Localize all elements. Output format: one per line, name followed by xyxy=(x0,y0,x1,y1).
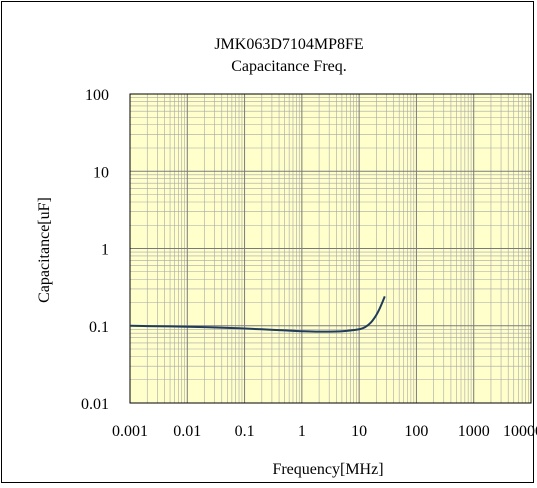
y-axis-label: Capacitance[uF] xyxy=(36,197,53,303)
capacitance-series-line xyxy=(129,296,386,333)
y-tick-label: 1 xyxy=(101,242,109,259)
x-tick-label: 100 xyxy=(404,423,428,440)
y-tick-label: 10 xyxy=(93,164,109,181)
x-tick-label: 10000 xyxy=(503,423,537,440)
x-tick-label: 0.1 xyxy=(235,423,255,440)
y-tick-label: 100 xyxy=(85,87,109,104)
y-tick-label: 0.01 xyxy=(81,396,109,413)
chart-title: JMK063D7104MP8FE xyxy=(214,36,363,53)
series-layer xyxy=(129,296,386,333)
x-tick-label: 10 xyxy=(351,423,367,440)
x-tick-label: 1 xyxy=(298,423,306,440)
y-tick-label: 0.1 xyxy=(89,319,109,336)
chart-subtitle: Capacitance Freq. xyxy=(231,58,347,75)
x-tick-label: 0.01 xyxy=(173,423,201,440)
plot-border xyxy=(129,93,532,404)
x-tick-label: 0.001 xyxy=(112,423,148,440)
x-tick-label: 1000 xyxy=(458,423,490,440)
grid-major xyxy=(130,94,531,403)
x-axis-label: Frequency[MHz] xyxy=(272,461,383,478)
